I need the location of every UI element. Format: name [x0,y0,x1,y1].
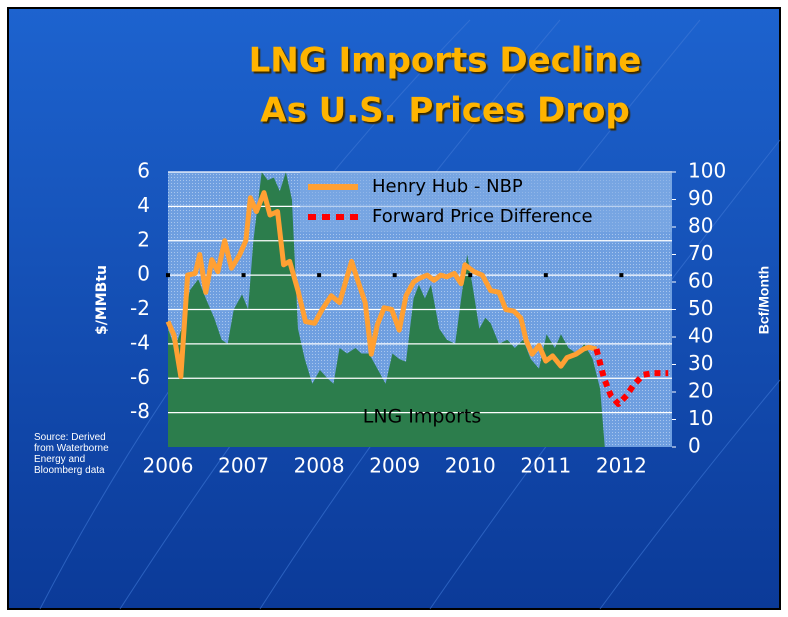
x-tick [317,273,322,278]
x-tick-label: 2010 [445,454,496,478]
x-tick [543,273,548,278]
y2-axis-label: Bcf/Month [756,266,772,334]
y2-tick-label: 30 [688,351,713,375]
line [593,348,669,408]
area-label: LNG Imports [363,406,482,428]
x-tick-label: 2006 [143,454,194,478]
line [165,190,597,380]
y2-tick-label: 0 [688,434,701,458]
y-axis-label: $/MMBtu [94,265,110,335]
y2-tick-label: 40 [688,324,713,348]
y2-tick-label: 20 [688,379,713,403]
x-tick-label: 2011 [520,454,571,478]
y2-tick-label: 100 [688,159,726,183]
chart-title: As U.S. Prices Drop [260,91,629,131]
chart-title: LNG Imports Decline [249,41,642,81]
y-tick-label: -2 [130,296,150,320]
x-tick-label: 2009 [369,454,420,478]
y2-tick-label: 50 [688,296,713,320]
x-tick [241,273,246,278]
x-tick-label: 2007 [218,454,269,478]
x-tick [166,273,170,278]
legend-label: Henry Hub - NBP [372,176,523,197]
x-tick [468,273,473,278]
x-tick-label: 2008 [294,454,345,478]
y-tick-label: -4 [130,330,150,354]
legend-box [300,172,672,232]
y-tick-label: -8 [130,399,150,423]
y2-tick-label: 90 [688,186,713,210]
source-note: Source: Derived from Waterborne Energy a… [34,432,109,476]
y-tick-label: 2 [137,227,150,251]
y-tick-label: 0 [137,262,150,286]
y-tick-label: 4 [137,193,150,217]
legend-label: Forward Price Difference [372,206,593,227]
x-tick [392,273,397,278]
x-tick-label: 2012 [596,454,647,478]
y2-tick-label: 70 [688,241,713,265]
y2-tick-label: 80 [688,214,713,238]
y-tick-label: 6 [137,159,150,183]
x-tick [619,273,624,278]
y2-tick-label: 60 [688,269,713,293]
y-tick-label: -6 [130,365,150,389]
y2-tick-label: 10 [688,406,713,430]
